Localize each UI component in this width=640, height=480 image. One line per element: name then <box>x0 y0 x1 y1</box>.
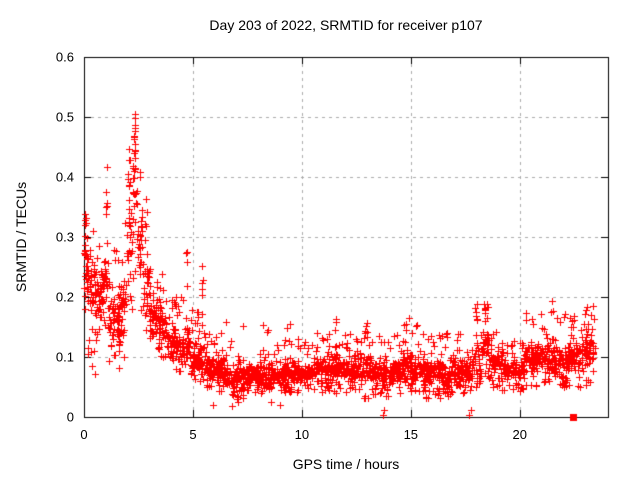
x-tick-label: 5 <box>189 427 197 442</box>
x-tick-label: 15 <box>403 427 419 442</box>
y-tick-label: 0.1 <box>55 349 74 365</box>
y-tick-label: 0.5 <box>55 109 74 125</box>
y-tick-label: 0.3 <box>55 229 74 245</box>
y-tick-label: 0 <box>66 409 74 425</box>
y-tick-label: 0.6 <box>55 49 74 65</box>
y-tick-label: 0.2 <box>55 289 74 305</box>
x-tick-label: 20 <box>512 427 527 442</box>
x-tick-label: 10 <box>294 427 310 442</box>
chart-title: Day 203 of 2022, SRMTID for receiver p10… <box>209 17 483 33</box>
x-axis-title: GPS time / hours <box>292 456 400 472</box>
y-tick-label: 0.4 <box>55 169 74 185</box>
x-tick-label: 0 <box>80 427 88 442</box>
